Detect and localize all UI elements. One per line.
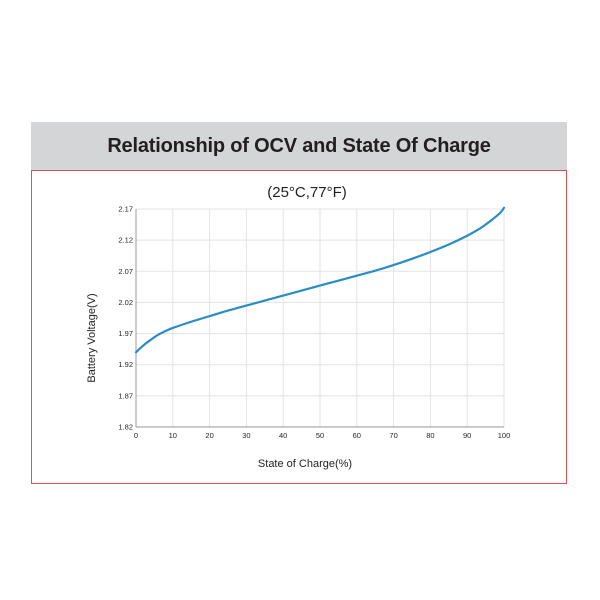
y-tick-labels: 1.82 1.87 1.92 1.97 2.02 2.07 2.12 2.17 xyxy=(118,205,133,432)
chart-card: Relationship of OCV and State Of Charge … xyxy=(31,122,567,484)
y-tick-label: 2.12 xyxy=(118,236,133,245)
x-tick-label: 90 xyxy=(463,431,471,440)
y-tick-label: 2.07 xyxy=(118,267,133,276)
axes xyxy=(135,209,504,428)
y-tick-label: 1.82 xyxy=(118,423,133,432)
y-tick-label: 2.02 xyxy=(118,298,133,307)
y-tick-label: 2.17 xyxy=(118,205,133,214)
series-group xyxy=(134,206,506,354)
grid-lines xyxy=(136,208,505,427)
chart-header: Relationship of OCV and State Of Charge xyxy=(31,122,567,170)
x-tick-label: 60 xyxy=(353,431,361,440)
x-tick-label: 50 xyxy=(316,431,324,440)
x-axis-label: State of Charge(%) xyxy=(258,458,352,470)
y-axis-label: Battery Voltage(V) xyxy=(86,293,98,382)
x-tick-label: 0 xyxy=(134,431,138,440)
y-tick-label: 1.87 xyxy=(118,391,133,400)
x-tick-labels: 0 10 20 30 40 50 60 70 80 90 100 xyxy=(134,431,510,440)
chart-title: Relationship of OCV and State Of Charge xyxy=(107,134,491,157)
x-tick-label: 10 xyxy=(169,431,177,440)
ocv-series-line xyxy=(134,206,506,354)
y-tick-label: 1.97 xyxy=(118,329,133,338)
x-tick-label: 40 xyxy=(279,431,287,440)
chart-subtitle: (25°C,77°F) xyxy=(267,184,347,201)
y-tick-label: 1.92 xyxy=(118,360,133,369)
x-tick-label: 20 xyxy=(205,431,213,440)
x-tick-label: 70 xyxy=(389,431,397,440)
x-tick-label: 30 xyxy=(242,431,250,440)
chart-panel: (25°C,77°F) 0 10 20 30 40 50 60 70 80 90 100 1.82 1… xyxy=(31,170,567,484)
x-tick-label: 80 xyxy=(426,431,434,440)
ocv-chart: (25°C,77°F) 0 10 20 30 40 50 60 70 80 90 100 1.821… xyxy=(86,184,510,470)
x-tick-label: 100 xyxy=(498,431,511,440)
